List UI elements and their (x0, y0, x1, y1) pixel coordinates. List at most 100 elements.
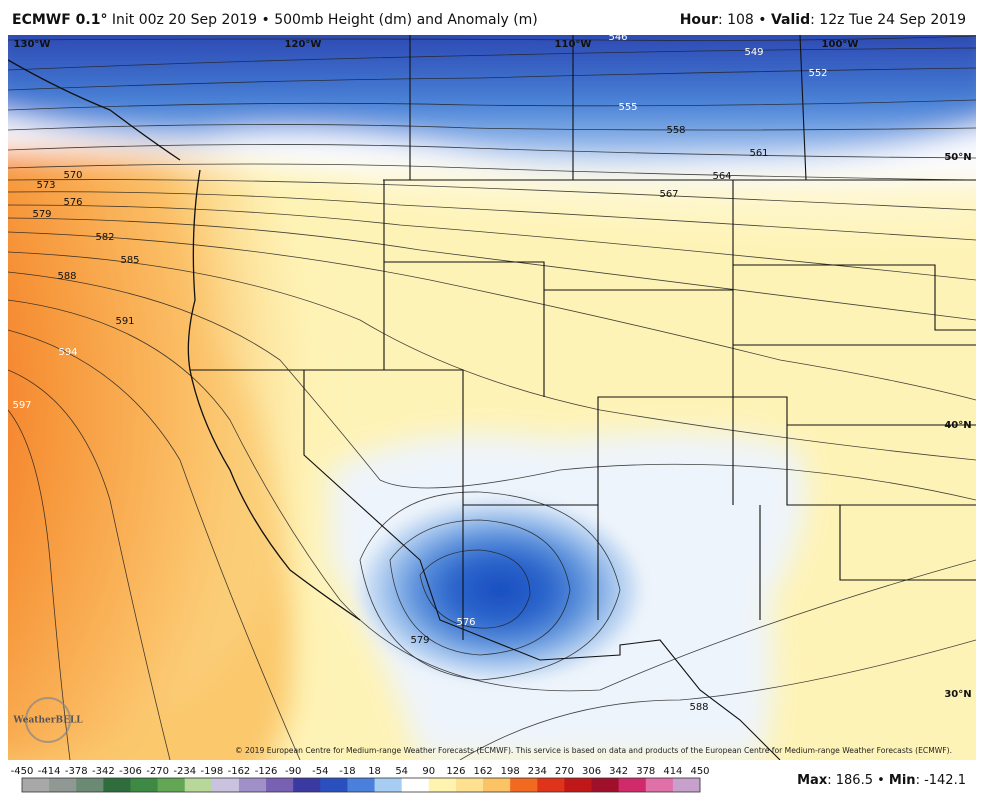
upper-low (360, 500, 640, 680)
max-value: 186.5 (836, 773, 873, 788)
longitude-label: 110°W (555, 39, 592, 50)
header-left: ECMWF 0.1° Init 00z 20 Sep 2019 • 500mb … (12, 12, 538, 28)
colorbar-segment (266, 778, 294, 792)
colorbar-tick-label: 342 (609, 766, 628, 777)
colorbar-segment (293, 778, 321, 792)
colorbar-segment (510, 778, 538, 792)
latitude-label: 30°N (944, 689, 971, 700)
colorbar-tick-label: 162 (473, 766, 492, 777)
contour-label: 546 (608, 32, 627, 43)
colorbar-segment (347, 778, 376, 792)
colorbar-tick-label: -126 (255, 766, 278, 777)
colorbar-tick-label: 90 (422, 766, 435, 777)
contour-label: 597 (12, 400, 31, 411)
longitude-label: 120°W (285, 39, 322, 50)
colorbar-segment (537, 778, 565, 792)
colorbar-segment (22, 778, 50, 792)
min-sep: : (916, 773, 925, 788)
contour-label: 558 (666, 125, 685, 136)
min-label: Min (889, 773, 916, 788)
hour-label: Hour (680, 12, 718, 28)
contour-label: 582 (95, 232, 114, 243)
colorbar-tick-label: 270 (555, 766, 574, 777)
max-min: Max: 186.5 • Min: -142.1 (797, 773, 966, 788)
contour-label: 579 (32, 209, 51, 220)
min-value: -142.1 (924, 773, 966, 788)
description: Init 00z 20 Sep 2019 • 500mb Height (dm)… (112, 12, 538, 28)
contour-label: 573 (36, 180, 55, 191)
colorbar-frame (21, 777, 701, 793)
longitude-label: 100°W (822, 39, 859, 50)
latitude-label: 50°N (944, 152, 971, 163)
contour-label: 576 (63, 197, 82, 208)
contour-label: 552 (808, 68, 827, 79)
colorbar-segment (320, 778, 348, 792)
colorbar-tick-label: 378 (636, 766, 655, 777)
colorbar-segment (103, 778, 131, 792)
colorbar-tick-label: -450 (11, 766, 34, 777)
colorbar-segment (49, 778, 77, 792)
valid-value: : 12z Tue 24 Sep 2019 (810, 12, 966, 28)
colorbar-tick-label: 234 (528, 766, 547, 777)
borders (8, 35, 976, 760)
colorbar-tick-label: -54 (312, 766, 328, 777)
contour-label: 564 (712, 171, 731, 182)
colorbar-segment (211, 778, 240, 792)
header-right: Hour: 108 • Valid: 12z Tue 24 Sep 2019 (680, 12, 966, 28)
colorbar-tick-label: -414 (38, 766, 61, 777)
model: ECMWF 0.1° (12, 12, 107, 28)
colorbar-segment (455, 778, 484, 792)
longitude-label: 130°W (14, 39, 51, 50)
colorbar-segment (428, 778, 457, 792)
latitude-label: 40°N (944, 420, 971, 431)
contour-label: 567 (659, 189, 678, 200)
copyright: © 2019 European Centre for Medium-range … (235, 746, 952, 755)
contour-label: 561 (749, 148, 768, 159)
contour-label: 591 (115, 316, 134, 327)
contour-label: 585 (120, 255, 139, 266)
colorbar-segment (184, 778, 213, 792)
colorbar-tick-label: 306 (582, 766, 601, 777)
colorbar-tick-label: 18 (368, 766, 381, 777)
logo: WeatherBELL (12, 697, 83, 743)
contour-label: 576 (456, 617, 475, 628)
colorbar: -450 -414 -378 -342 -306 -270 -234 -198 -162 -126… (11, 766, 710, 793)
contour-label: 549 (744, 47, 763, 58)
colorbar-segment (374, 778, 403, 792)
contour-label: 555 (618, 102, 637, 113)
colorbar-segment (645, 778, 674, 792)
colorbar-tick-label: -234 (173, 766, 196, 777)
colorbar-segment (564, 778, 593, 792)
colorbar-tick-label: 414 (663, 766, 682, 777)
height-contours (8, 35, 976, 760)
contour-label: 570 (63, 170, 82, 181)
colorbar-tick-label: 198 (501, 766, 520, 777)
colorbar-tick-label: -18 (339, 766, 355, 777)
colorbar-tick-label: -378 (65, 766, 88, 777)
contour-label: 588 (689, 702, 708, 713)
colorbar-tick-label: 54 (395, 766, 408, 777)
colorbar-tick-label: 450 (690, 766, 709, 777)
colorbar-segment (618, 778, 647, 792)
max-sep: : (827, 773, 836, 788)
colorbar-segment (76, 778, 104, 792)
colorbar-tick-label: -306 (119, 766, 142, 777)
colorbar-tick-label: -90 (285, 766, 301, 777)
contour-label: 579 (410, 635, 429, 646)
contour-label: 588 (57, 271, 76, 282)
colorbar-tick-label: -198 (200, 766, 223, 777)
contour-labels: 546 549 552 555 558 561 564 567 570 573 576 579 582 5… (12, 32, 827, 713)
max-label: Max (797, 773, 828, 788)
valid-label: Valid (771, 12, 810, 28)
colorbar-segment (130, 778, 159, 792)
contour-label: 594 (58, 347, 77, 358)
colorbar-segment (157, 778, 186, 792)
mm-sep: • (873, 773, 889, 788)
geo-labels: 130°W 120°W 110°W 100°W 50°N 40°N 30°N (14, 39, 972, 700)
colorbar-tick-label: 126 (446, 766, 465, 777)
colorbar-tick-label: -162 (228, 766, 251, 777)
colorbar-segment (401, 778, 430, 792)
colorbar-segment (238, 778, 267, 792)
